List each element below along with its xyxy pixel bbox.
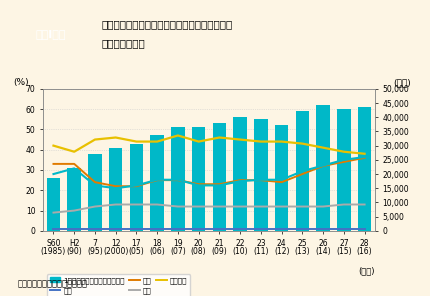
Bar	[171, 127, 184, 231]
Bar	[233, 117, 246, 231]
Text: (%): (%)	[13, 78, 29, 87]
Text: の取扱高の推移: の取扱高の推移	[101, 38, 145, 49]
Bar	[336, 109, 350, 231]
Bar	[316, 105, 329, 231]
Bar	[295, 111, 308, 231]
Text: (万円): (万円)	[393, 78, 411, 87]
Bar	[150, 136, 163, 231]
Text: 資料Ⅰ－３: 資料Ⅰ－３	[35, 29, 66, 39]
Bar	[68, 168, 81, 231]
Bar	[274, 125, 288, 231]
Bar	[212, 123, 226, 231]
Text: 森林組合の分野別取扱高の割合と１組合当たり: 森林組合の分野別取扱高の割合と１組合当たり	[101, 19, 232, 29]
Bar	[357, 107, 371, 231]
Bar	[88, 154, 101, 231]
Bar	[46, 178, 60, 231]
Text: 資料：林野庁「森林組合統計」: 資料：林野庁「森林組合統計」	[17, 280, 87, 289]
Bar	[254, 119, 267, 231]
Bar	[191, 127, 205, 231]
Legend: 1組合当たりの取扱高（右軸）, 指導, 販売, 加工, 森林整備: 1組合当たりの取扱高（右軸）, 指導, 販売, 加工, 森林整備	[46, 274, 190, 296]
Bar	[129, 144, 143, 231]
Bar	[109, 148, 122, 231]
Text: (年度): (年度)	[358, 266, 374, 275]
